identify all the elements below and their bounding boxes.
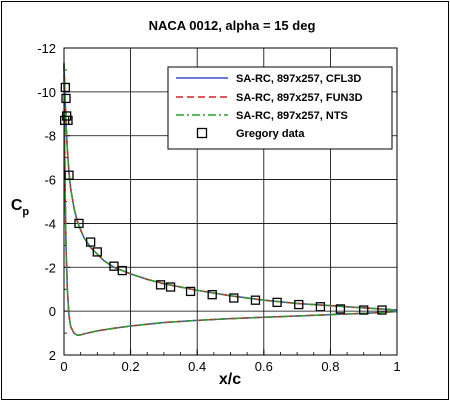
gregory-data-point (64, 170, 74, 180)
gregory-data-point (229, 293, 239, 303)
series-layer (63, 63, 398, 337)
x-tick-label: 0.2 (122, 359, 140, 374)
x-axis-label: x/c (219, 371, 241, 388)
gregory-data-point (165, 282, 176, 292)
y-tick-label: 2 (49, 348, 56, 363)
gregory-data-point (207, 290, 217, 300)
x-tick-label: 0.4 (188, 359, 206, 374)
gregory-data-point (117, 265, 127, 276)
x-tick-label: 0.8 (321, 359, 339, 374)
legend-box (167, 66, 393, 150)
gregory-data-point (85, 237, 96, 247)
legend-marker-gregory (196, 127, 208, 139)
y-tick-labels: -12 -10 -8 -6 -4 -2 0 2 (37, 41, 56, 363)
legend-label-3: SA-RC, 897x257, NTS (236, 110, 348, 122)
legend-items: SA-RC, 897x257, CFL3D SA-RC, 897x257, FUN… (176, 73, 363, 140)
chart-title: NACA 0012, alpha = 15 deg (149, 18, 316, 33)
y-tick-label: -6 (44, 173, 56, 188)
gregory-data-point (315, 302, 326, 312)
x-tick-label: 1 (393, 359, 400, 374)
plot-area-border (63, 47, 398, 356)
legend-label-1: SA-RC, 897x257, CFL3D (236, 73, 361, 85)
legend-label-2: SA-RC, 897x257, FUN3D (236, 92, 363, 104)
gregory-data-markers (60, 82, 387, 315)
gregory-data-point (377, 305, 387, 315)
x-tick-label: 0.6 (255, 359, 273, 374)
y-axis-label-subscript: p (22, 206, 29, 218)
gregory-data-point (359, 305, 369, 315)
gregory-data-point (155, 280, 166, 290)
gregory-data-point (61, 93, 71, 104)
series-line-3-upper (63, 63, 398, 311)
y-tick-label: -12 (37, 41, 56, 56)
y-axis-label-main: C (11, 197, 23, 214)
y-axis-label: Cp (11, 197, 30, 218)
gregory-data-point (294, 299, 304, 310)
gregory-data-point (272, 297, 282, 308)
series-line-3-lower (63, 63, 398, 337)
legend: SA-RC, 897x257, CFL3D SA-RC, 897x257, FUN… (167, 66, 393, 150)
gregory-data-point (60, 82, 70, 93)
y-tick-label: -8 (44, 129, 56, 144)
gregory-data-point (335, 304, 346, 314)
gregory-data-point (185, 286, 196, 297)
legend-label-gregory: Gregory data (236, 128, 305, 140)
y-tick-label: -4 (44, 216, 56, 231)
y-tick-label: -2 (44, 260, 56, 275)
y-tick-label: -10 (37, 85, 56, 100)
gregory-data-point (74, 218, 84, 229)
x-tick-label: 0 (60, 359, 67, 374)
x-tick-labels: 0 0.2 0.4 0.6 0.8 1 (60, 359, 400, 374)
y-tick-label: 0 (49, 304, 56, 319)
gregory-data-point (92, 247, 102, 257)
gregory-data-point (250, 295, 261, 305)
